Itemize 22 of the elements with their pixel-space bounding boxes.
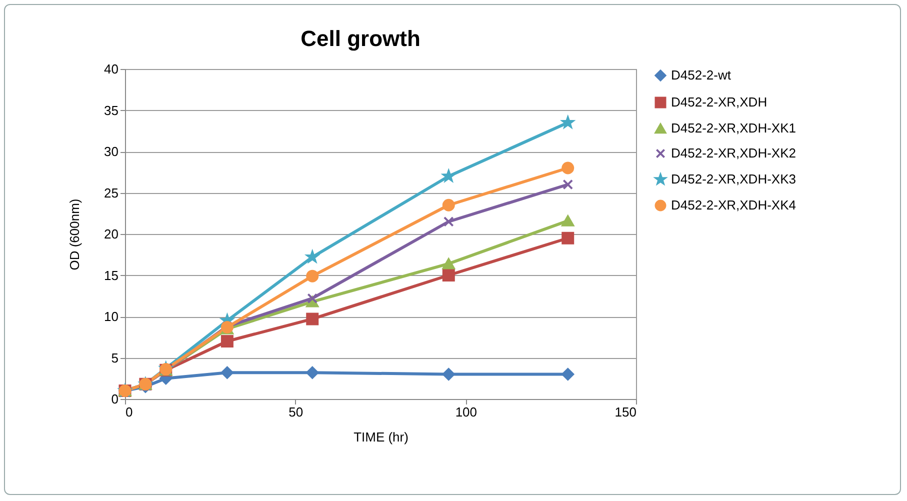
legend-label: D452-2-XR,XDH: [671, 94, 768, 110]
legend-label: D452-2-wt: [671, 68, 732, 82]
y-tick-label: 25: [104, 185, 118, 200]
legend-label: D452-2-XR,XDH-XK3: [671, 172, 796, 186]
legend-label: D452-2-XR,XDH-XK1: [671, 120, 796, 136]
y-tick-label: 15: [104, 268, 118, 283]
y-tick-label: 10: [104, 309, 118, 324]
x-tick-label: 100: [455, 404, 478, 420]
y-tick-label: 0: [111, 392, 118, 406]
x-tick-label: 50: [288, 404, 304, 420]
x-axis-title: TIME (hr): [354, 430, 408, 444]
legend-label: D452-2-XR,XDH-XK2: [671, 146, 796, 160]
legend-label: D452-2-XR,XDH-XK4: [671, 198, 796, 212]
x-tick-label: 150: [614, 404, 636, 420]
y-tick-label: 30: [104, 144, 118, 159]
y-tick-label: 5: [111, 350, 118, 366]
chart-title: Cell growth: [300, 26, 420, 51]
y-tick-label: 35: [104, 102, 118, 118]
y-tick-label: 40: [104, 62, 118, 76]
y-tick-label: 20: [104, 226, 118, 242]
y-axis-title: OD (600nm): [67, 198, 82, 270]
x-tick-label: 0: [126, 404, 133, 420]
